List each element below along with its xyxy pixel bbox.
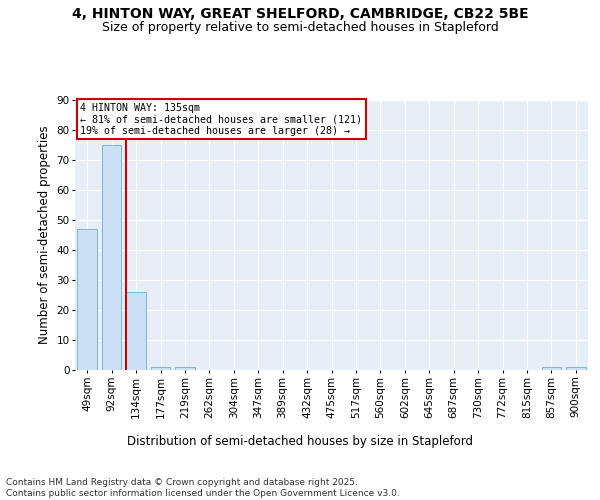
Bar — [102, 145, 121, 370]
Bar — [542, 367, 561, 370]
Bar — [127, 292, 146, 370]
Text: 4, HINTON WAY, GREAT SHELFORD, CAMBRIDGE, CB22 5BE: 4, HINTON WAY, GREAT SHELFORD, CAMBRIDGE… — [71, 8, 529, 22]
Text: Distribution of semi-detached houses by size in Stapleford: Distribution of semi-detached houses by … — [127, 435, 473, 448]
Bar — [566, 367, 586, 370]
Text: Contains HM Land Registry data © Crown copyright and database right 2025.
Contai: Contains HM Land Registry data © Crown c… — [6, 478, 400, 498]
Bar — [77, 229, 97, 370]
Bar — [175, 367, 194, 370]
Y-axis label: Number of semi-detached properties: Number of semi-detached properties — [38, 126, 51, 344]
Text: Size of property relative to semi-detached houses in Stapleford: Size of property relative to semi-detach… — [101, 21, 499, 34]
Text: 4 HINTON WAY: 135sqm
← 81% of semi-detached houses are smaller (121)
19% of semi: 4 HINTON WAY: 135sqm ← 81% of semi-detac… — [80, 102, 362, 136]
Bar — [151, 367, 170, 370]
